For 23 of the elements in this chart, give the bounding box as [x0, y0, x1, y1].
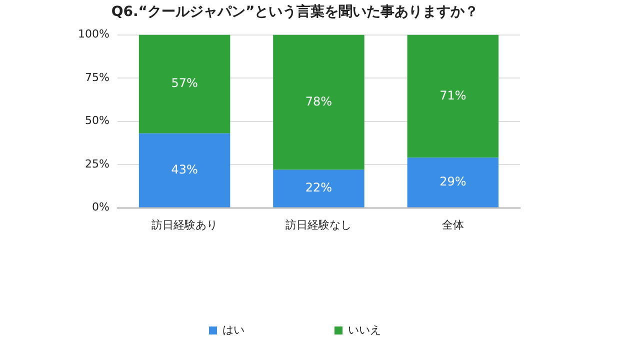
bar	[138, 34, 230, 134]
bar	[407, 34, 499, 158]
data-label: 22%	[305, 180, 332, 195]
data-label: 43%	[171, 162, 198, 176]
data-label: 29%	[440, 174, 466, 189]
y-tick-label: 75%	[84, 70, 110, 84]
y-tick-label: 50%	[84, 114, 110, 128]
bar	[273, 34, 364, 170]
x-tick-label: 訪日経験なし	[286, 218, 352, 232]
data-label: 71%	[440, 88, 466, 102]
data-label: 57%	[171, 76, 198, 90]
x-tick-label: 訪日経験あり	[152, 218, 218, 232]
legend-label: はい	[222, 323, 244, 336]
y-tick-label: 25%	[84, 157, 110, 170]
y-tick-label: 0%	[92, 200, 110, 214]
data-label: 78%	[305, 94, 332, 108]
y-tick-label: 100%	[78, 28, 110, 41]
bar	[138, 133, 230, 208]
legend-label: いいえ	[348, 323, 381, 336]
bar	[407, 158, 499, 208]
x-tick-label: 全体	[442, 218, 464, 232]
bar	[273, 170, 364, 208]
chart-title: Q6.“クールジャパン”という言葉を聞いた事ありますか？	[111, 3, 479, 20]
